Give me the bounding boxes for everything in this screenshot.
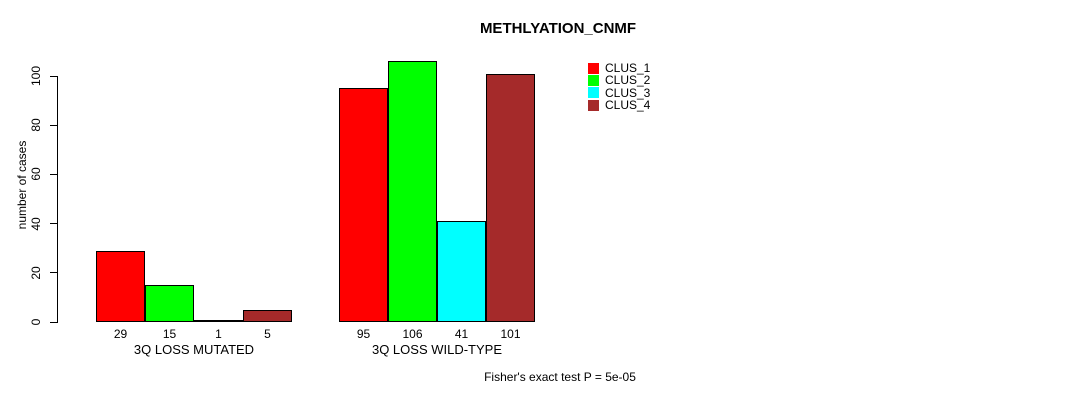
y-axis-line xyxy=(57,76,58,323)
legend-label-clus-3: CLUS_3 xyxy=(605,85,651,100)
bar-clus-4-group2 xyxy=(486,74,535,322)
legend-swatch-clus-2 xyxy=(588,74,599,86)
x-axis-category-label: 3Q LOSS MUTATED xyxy=(133,342,255,357)
legend-swatch-clus-4 xyxy=(588,99,599,111)
bar-clus-1-group2 xyxy=(339,88,388,322)
legend-item-clus-4: CLUS_4 xyxy=(588,99,650,111)
bar-value-label: 41 xyxy=(454,327,469,341)
annotation-fisher-test: Fisher's exact test P = 5e-05 xyxy=(484,370,636,384)
y-axis-label: number of cases xyxy=(15,140,29,230)
bar-value-label: 106 xyxy=(402,327,423,341)
chart-title: METHLYATION_CNMF xyxy=(479,20,637,37)
bar-value-label: 15 xyxy=(162,327,177,341)
legend-label-clus-4: CLUS_4 xyxy=(605,98,651,113)
bar-clus-3-group2 xyxy=(437,221,486,322)
y-tick-label: 100 xyxy=(29,65,43,87)
legend-item-clus-2: CLUS_2 xyxy=(588,74,650,86)
y-tick-mark xyxy=(50,223,57,225)
bar-value-label: 101 xyxy=(500,327,521,341)
legend-item-clus-1: CLUS_1 xyxy=(588,62,650,74)
bar-clus-2-group2 xyxy=(388,61,437,322)
y-tick-label: 0 xyxy=(29,318,43,326)
legend-label-clus-1: CLUS_1 xyxy=(605,61,651,76)
legend-swatch-clus-3 xyxy=(588,87,599,99)
bar-clus-4-group1 xyxy=(243,310,292,322)
bar-value-label: 5 xyxy=(264,327,271,341)
y-tick-mark xyxy=(50,173,57,175)
y-tick-mark xyxy=(50,124,57,126)
y-tick-label: 60 xyxy=(29,167,43,182)
legend-label-clus-2: CLUS_2 xyxy=(605,73,651,88)
bar-clus-2-group1 xyxy=(145,285,194,322)
y-tick-label: 40 xyxy=(29,216,43,231)
x-axis-category-label: 3Q LOSS WILD-TYPE xyxy=(371,342,503,357)
y-tick-mark xyxy=(50,272,57,274)
legend: CLUS_1 CLUS_2 CLUS_3 CLUS_4 xyxy=(588,62,650,111)
y-tick-mark xyxy=(50,75,57,77)
bar-value-label: 95 xyxy=(356,327,371,341)
y-tick-mark xyxy=(50,321,57,323)
bar-value-label: 29 xyxy=(113,327,128,341)
bar-clus-3-group1 xyxy=(194,320,243,322)
bar-clus-1-group1 xyxy=(96,251,145,322)
bar-value-label: 1 xyxy=(215,327,222,341)
legend-swatch-clus-1 xyxy=(588,62,599,74)
y-tick-label: 80 xyxy=(29,118,43,132)
y-tick-label: 20 xyxy=(29,266,43,280)
legend-item-clus-3: CLUS_3 xyxy=(588,87,650,99)
